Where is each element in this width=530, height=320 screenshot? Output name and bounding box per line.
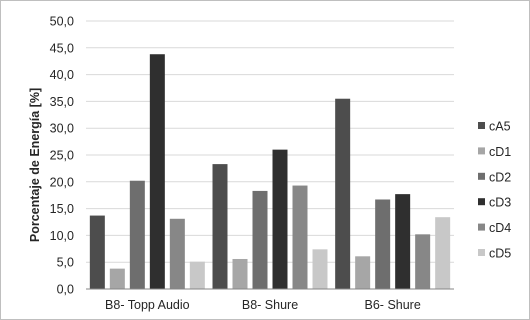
bar-cd2 [252, 190, 268, 289]
y-tick-label: 35,0 [50, 95, 74, 109]
legend-label: cD5 [489, 247, 511, 261]
legend-swatch [478, 223, 485, 231]
legend-swatch [478, 172, 485, 180]
bar-cd5 [189, 261, 205, 289]
y-axis-label: Porcentaje de Energía [%] [28, 88, 42, 242]
legend-label: cA5 [489, 120, 511, 134]
y-tick-label: 20,0 [50, 175, 74, 189]
legend-label: cD2 [489, 170, 511, 184]
y-tick-label: 40,0 [50, 68, 74, 82]
bar-cd2 [375, 199, 391, 289]
y-tick-label: 30,0 [50, 122, 74, 136]
x-category-label: B8- Topp Audio [105, 298, 190, 312]
y-tick-label: 25,0 [50, 149, 74, 163]
bar-cd3 [395, 194, 411, 289]
legend-swatch [478, 198, 485, 206]
x-category-label: B8- Shure [242, 298, 298, 312]
y-tick-label: 50,0 [50, 15, 74, 29]
bar-cd1 [355, 256, 371, 289]
bar-cd4 [169, 218, 185, 289]
bar-ca5 [212, 164, 228, 289]
bar-cd1 [232, 258, 248, 289]
bars [89, 54, 451, 290]
legend: cA5 cD1 cD2 cD3 cD4 cD5 [478, 120, 511, 261]
bar-ca5 [335, 98, 351, 289]
bar-cd1 [109, 268, 125, 289]
x-category-label: B6- Shure [365, 298, 421, 312]
y-tick-label: 45,0 [50, 41, 74, 55]
bar-cd5 [435, 217, 451, 289]
x-axis-categories: B8- Topp Audio B8- Shure B6- Shure [105, 298, 421, 312]
bar-cd5 [312, 249, 328, 289]
bar-cd3 [272, 149, 288, 289]
y-tick-label: 10,0 [50, 229, 74, 243]
legend-label: cD1 [489, 145, 511, 159]
gridlines [86, 20, 454, 263]
legend-swatch [478, 249, 485, 256]
y-tick-label: 0,0 [57, 283, 74, 297]
y-axis-ticks: 0,0 5,0 10,0 15,0 20,0 25,0 30,0 35,0 40,0 45,0 50… [50, 15, 74, 297]
legend-swatch [478, 147, 485, 155]
legend-label: cD3 [489, 196, 511, 210]
bar-ca5 [89, 215, 105, 289]
legend-swatch [478, 122, 485, 129]
legend-label: cD4 [489, 221, 511, 235]
y-tick-label: 5,0 [57, 256, 74, 270]
bar-cd4 [415, 234, 431, 289]
bar-cd4 [292, 185, 308, 289]
y-tick-label: 15,0 [50, 202, 74, 216]
bar-cd2 [129, 180, 145, 289]
bar-cd3 [149, 54, 165, 290]
